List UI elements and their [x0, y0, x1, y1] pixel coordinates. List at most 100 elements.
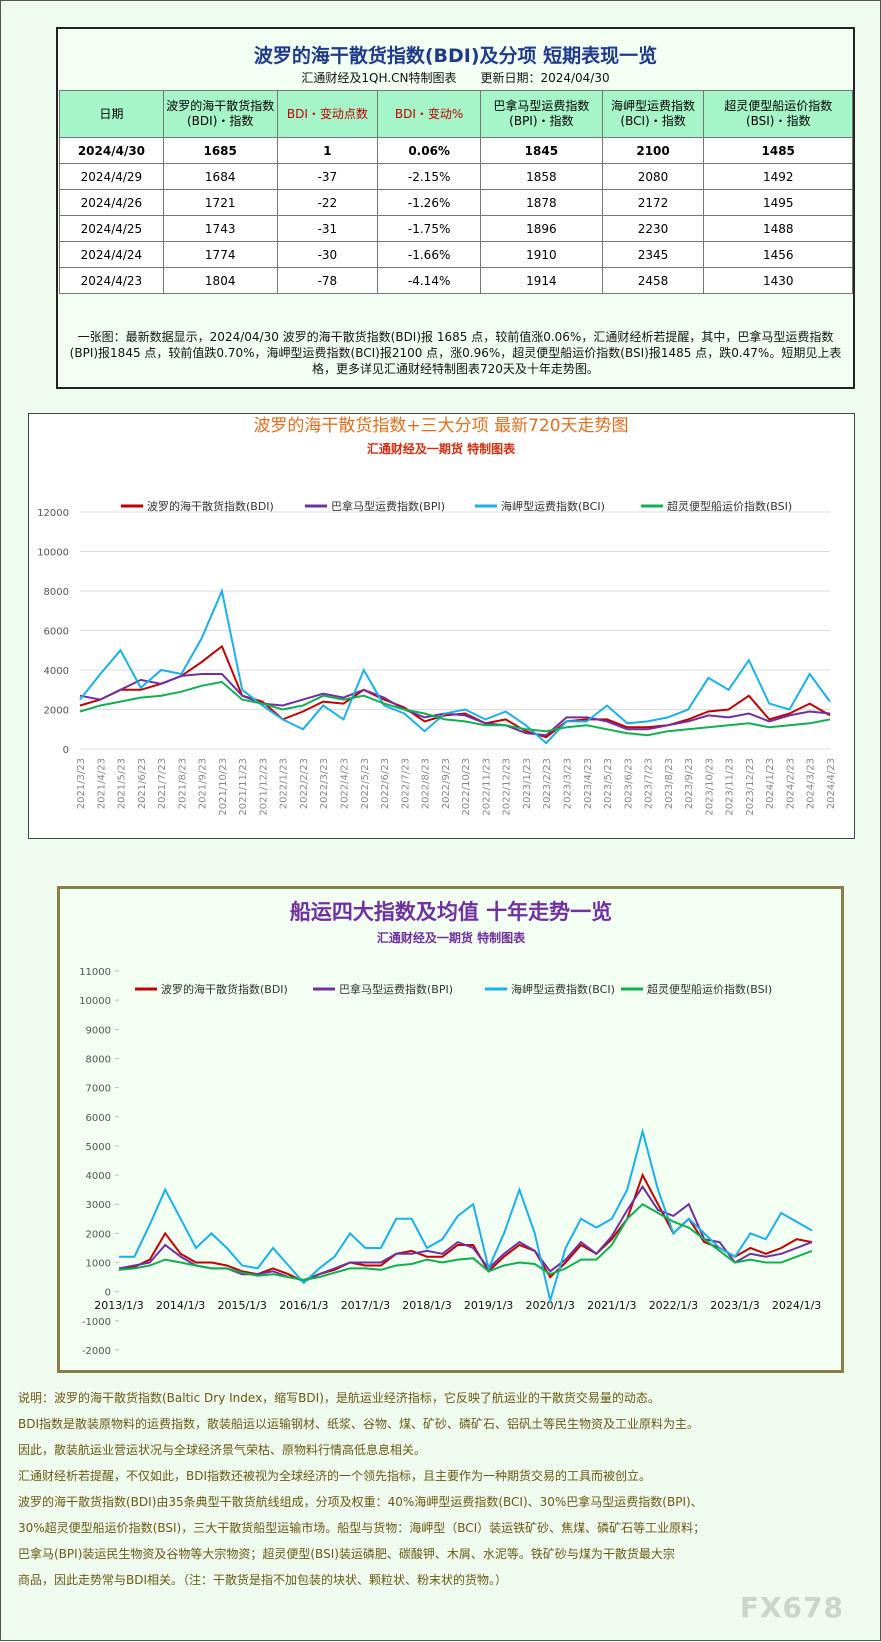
column-header: 日期: [59, 90, 164, 138]
y-tick-label: 7000: [86, 1084, 111, 1095]
table-cell: 1845: [480, 137, 603, 164]
header-line: (BPI)・指数: [509, 114, 574, 128]
x-tick-label: 2024/3/23: [806, 758, 817, 809]
table-cell: 2345: [601, 241, 705, 268]
x-tick-label: 2015/1/3: [217, 1299, 266, 1312]
header-line: 海岬型运费指数: [611, 99, 696, 113]
table-cell: 2024/4/29: [59, 163, 164, 190]
explanation: 说明：波罗的海干散货指数(Baltic Dry Index，缩写BDI)，是航运…: [18, 1385, 705, 1593]
x-tick-label: 2023/9/23: [684, 758, 695, 809]
y-tick-label: 12000: [37, 508, 69, 519]
series-line: [118, 1172, 813, 1283]
column-header: 波罗的海干散货指数 (BDI)・指数: [162, 90, 278, 138]
table-cell: 2024/4/25: [59, 215, 164, 242]
table-cell: 2172: [601, 189, 705, 216]
x-tick-label: 2022/7/23: [400, 758, 411, 809]
table-cell: 2024/4/26: [59, 189, 164, 216]
data-table: 日期 波罗的海干散货指数 (BDI)・指数 BDI・变动点数 BDI・变动% 巴拿马型运费…: [59, 90, 853, 294]
x-tick-label: 2021/6/23: [137, 758, 148, 809]
table-row: 2024/4/29 1684 -37 -2.15% 1858 2080 1492: [59, 163, 853, 190]
chart-subtitle: 汇通财经及一期货 特制图表: [367, 441, 516, 456]
y-tick-label: 3000: [86, 1200, 111, 1211]
table-row: 2024/4/25 1743 -31 -1.75% 1896 2230 1488: [59, 215, 853, 242]
table-cell: 2024/4/30: [59, 137, 164, 164]
y-tick-label: 6000: [86, 1113, 111, 1124]
x-tick-label: 2021/11/23: [238, 758, 249, 816]
x-tick-label: 2022/8/23: [421, 758, 432, 809]
x-tick-label: 2021/10/23: [218, 758, 229, 816]
x-tick-label: 2022/11/23: [481, 758, 492, 816]
x-tick-label: 2021/12/23: [258, 758, 269, 816]
x-tick-label: 2021/1/3: [587, 1299, 636, 1312]
table-cell: 2024/4/23: [59, 267, 164, 294]
x-tick-label: 2023/5/23: [603, 758, 614, 809]
explanation-line: 巴拿马(BPI)装运民生物资及谷物等大宗物资；超灵便型(BSI)装运磷肥、碳酸钾…: [18, 1547, 675, 1561]
y-tick-label: 1000: [86, 1259, 111, 1270]
table-cell: -1.66%: [377, 241, 482, 268]
x-tick-label: 2023/2/23: [542, 758, 553, 809]
x-tick-label: 2024/1/23: [765, 758, 776, 809]
table-cell: 1858: [480, 163, 603, 190]
x-tick-label: 2018/1/3: [402, 1299, 451, 1312]
table-cell: 1804: [162, 267, 278, 294]
table-cell: 2230: [601, 215, 705, 242]
y-tick-label: -1000: [82, 1317, 111, 1328]
chart-title: 波罗的海干散货指数+三大分项 最新720天走势图: [253, 416, 628, 436]
x-tick-label: 2022/6/23: [380, 758, 391, 809]
table-cell: 1430: [703, 267, 853, 294]
x-tick-label: 2022/10/23: [461, 758, 472, 816]
header-line: 日期: [99, 106, 124, 121]
y-tick-label: -2000: [82, 1346, 111, 1357]
explanation-line: BDI指数是散装原物料的运费指数，散装船运以运输钢材、纸浆、谷物、煤、矿砂、磷矿…: [18, 1417, 700, 1431]
series-line: [79, 673, 831, 737]
legend-label: 超灵便型船运价指数(BSI): [647, 982, 772, 996]
table-cell: -2.15%: [377, 163, 482, 190]
x-tick-label: 2021/4/23: [96, 758, 107, 809]
table-cell: -22: [276, 189, 379, 216]
table-cell: 2458: [601, 267, 705, 294]
series-line: [79, 587, 831, 745]
y-tick-label: 8000: [86, 1054, 111, 1065]
x-tick-label: 2022/12/23: [502, 758, 513, 816]
table-cell: 1456: [703, 241, 853, 268]
explanation-line: 30%超灵便型船运价指数(BSI)，三大干散货船型运输市场。船型与货物：海岬型（…: [18, 1521, 706, 1535]
table-cell: 1910: [480, 241, 603, 268]
explanation-line: 说明：波罗的海干散货指数(Baltic Dry Index，缩写BDI)，是航运…: [18, 1391, 660, 1405]
y-tick-label: 4000: [44, 666, 69, 677]
x-tick-label: 2023/10/23: [704, 758, 715, 816]
legend-label: 海岬型运费指数(BCI): [511, 982, 615, 996]
x-tick-label: 2024/4/23: [826, 758, 837, 809]
column-header: 海岬型运费指数 (BCI)・指数: [601, 90, 705, 138]
x-tick-label: 2022/5/23: [360, 758, 371, 809]
header-line: (BSI)・指数: [745, 114, 811, 128]
column-header: BDI・变动%: [377, 90, 482, 138]
header-line: (BCI)・指数: [620, 114, 686, 128]
table-cell: 1743: [162, 215, 278, 242]
x-tick-label: 2022/1/23: [279, 758, 290, 809]
x-tick-label: 2014/1/3: [156, 1299, 205, 1312]
legend-label: 巴拿马型运费指数(BPI): [331, 499, 445, 513]
x-tick-label: 2023/8/23: [664, 758, 675, 809]
table-cell: -31: [276, 215, 379, 242]
table-cell: 2080: [601, 163, 705, 190]
x-tick-label: 2021/9/23: [198, 758, 209, 809]
chart-title: 船运四大指数及均值 十年走势一览: [290, 900, 612, 924]
x-tick-label: 2021/8/23: [177, 758, 188, 809]
chart-frame: [57, 886, 844, 1373]
y-tick-label: 0: [63, 745, 69, 756]
x-tick-label: 2021/5/23: [117, 758, 128, 809]
y-tick-label: 2000: [44, 706, 69, 717]
y-tick-label: 11000: [79, 967, 111, 978]
header-line: (BDI)・指数: [187, 114, 254, 128]
x-tick-label: 2023/1/23: [522, 758, 533, 809]
x-tick-label: 2022/2/23: [299, 758, 310, 809]
table-row: 2024/4/30 1685 1 0.06% 1845 2100 1485: [59, 137, 853, 164]
y-tick-label: 4000: [86, 1171, 111, 1182]
x-tick-label: 2019/1/3: [464, 1299, 513, 1312]
table-cell: -37: [276, 163, 379, 190]
x-tick-label: 2023/12/23: [745, 758, 756, 816]
x-tick-label: 2023/3/23: [562, 758, 573, 809]
column-header: 超灵便型船运价指数 (BSI)・指数: [703, 90, 853, 138]
column-header: 巴拿马型运费指数 (BPI)・指数: [480, 90, 603, 138]
x-tick-label: 2022/4/23: [340, 758, 351, 809]
